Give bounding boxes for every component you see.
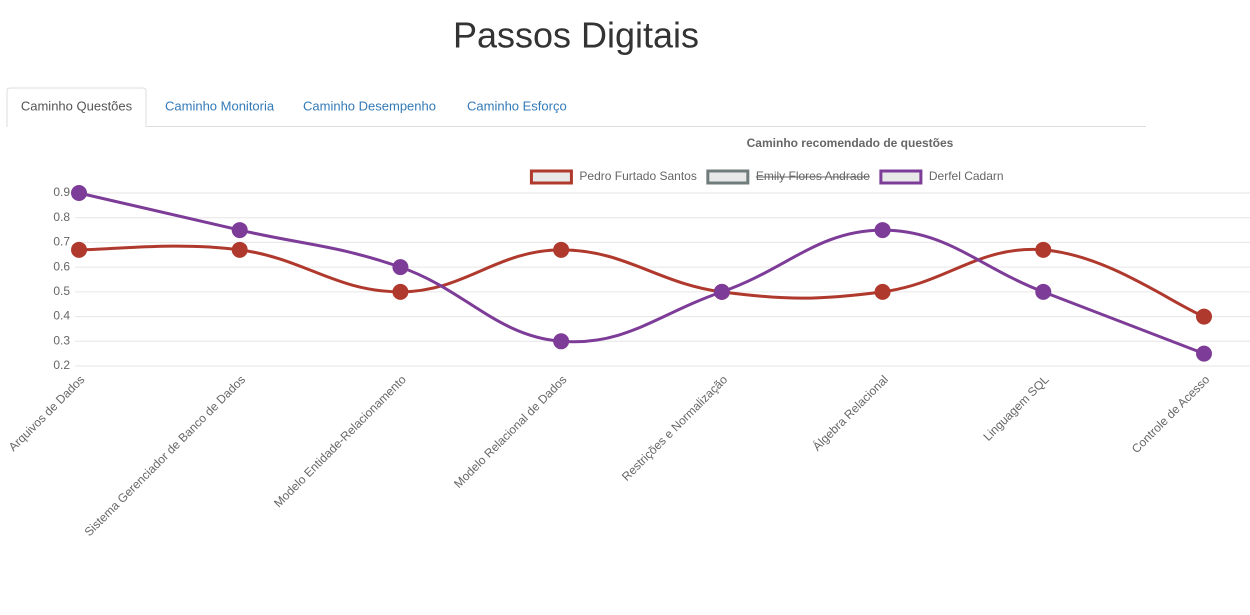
y-tick-label: 0.2	[53, 358, 70, 372]
data-point	[1196, 345, 1212, 362]
data-point	[1035, 241, 1052, 258]
tab[interactable]: Caminho Monitoria	[165, 98, 275, 113]
data-point	[874, 283, 891, 300]
y-tick-label: 0.8	[53, 210, 70, 224]
series-line	[78, 191, 1205, 356]
data-point	[71, 241, 87, 258]
tab[interactable]: Caminho Questões	[21, 98, 133, 113]
y-tick-label: 0.3	[53, 333, 70, 347]
data-point	[874, 222, 891, 239]
data-point	[553, 241, 570, 258]
data-point	[231, 222, 248, 239]
chart-title: Caminho recomendado de questões	[747, 136, 954, 150]
series-line	[78, 244, 1205, 318]
y-tick-label: 0.7	[53, 235, 70, 249]
data-point	[392, 259, 409, 276]
page-title: Passos Digitais	[453, 15, 699, 56]
legend-swatch[interactable]	[706, 169, 750, 185]
data-point	[392, 283, 409, 300]
data-point	[71, 185, 87, 201]
data-point	[231, 241, 248, 258]
tab-active-box	[6, 87, 147, 127]
data-point	[713, 283, 730, 300]
data-point	[1035, 283, 1052, 300]
x-tick-label: Modelo Relacional de Dados	[451, 372, 569, 490]
x-tick-label: Linguagem SQL	[980, 372, 1051, 443]
data-point	[1196, 308, 1212, 325]
x-tick-label: Álgebra Relacional	[809, 372, 891, 454]
x-tick-label: Restrições e Normalização	[619, 372, 731, 484]
x-tick-label: Modelo Entidade-Relacionamento	[271, 372, 409, 510]
y-tick-label: 0.6	[53, 259, 70, 273]
y-tick-label: 0.5	[53, 284, 70, 298]
legend-swatch[interactable]	[879, 169, 923, 185]
tab[interactable]: Caminho Esforço	[467, 98, 567, 113]
legend-label[interactable]: Pedro Furtado Santos	[579, 169, 696, 183]
legend-swatch[interactable]	[529, 169, 573, 185]
x-tick-label: Sistema Gerenciador de Banco de Dados	[82, 372, 249, 539]
x-tick-label: Controle de Acesso	[1129, 372, 1213, 456]
legend-label[interactable]: Emily Flores Andrade	[756, 169, 870, 183]
x-tick-label: Arquivos de Dados	[6, 372, 88, 454]
y-tick-label: 0.4	[53, 309, 70, 323]
y-tick-label: 0.9	[53, 185, 70, 199]
data-point	[553, 333, 570, 350]
legend-label[interactable]: Derfel Cadarn	[929, 169, 1004, 183]
tab[interactable]: Caminho Desempenho	[303, 98, 436, 113]
